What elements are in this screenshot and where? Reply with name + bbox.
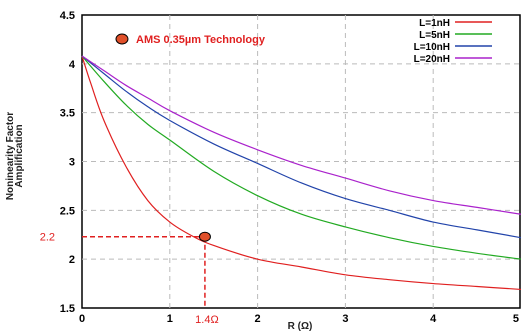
series-line-l-5nh [81,55,521,260]
legend-label: L=10nH [414,42,450,53]
x-tick-label: 3 [342,313,348,325]
y-axis-title-line2: Amplification [14,124,25,187]
y-tick-label: 4.5 [60,10,75,22]
y-tick-label: 3.5 [60,108,75,120]
x-tick-label: 1 [167,313,173,325]
x-tick-label: 4 [430,313,437,325]
y-tick-label: 4 [69,59,76,71]
annotation: 1.4Ω 2.2 [40,231,219,326]
annotation-y-label: 2.2 [40,232,55,244]
legend-label: L=5nH [419,30,450,41]
y-tick-label: 2.5 [60,205,75,217]
y-tick-labels: 1.5 2 2.5 3 3.5 4 4.5 [60,10,76,315]
chart-title: AMS 0.35µm Technology [136,34,266,46]
series-line-l-20nh [81,55,521,215]
x-tick-labels: 0 1 2 3 4 5 [79,313,519,325]
annotation-point [198,231,211,242]
series-line-l-10nh [81,55,521,239]
x-tick-label: 2 [255,313,261,325]
y-tick-label: 1.5 [60,303,75,315]
x-tick-label: 5 [513,313,519,325]
series-group [81,55,521,291]
x-tick-label: 0 [79,313,85,325]
title-marker [115,33,129,45]
x-axis-title: R (Ω) [288,321,313,331]
y-axis-title-line1: Noninearity Factor [5,112,16,200]
series-line-l-1nh [81,55,521,291]
annotation-x-label: 1.4Ω [195,314,219,326]
legend-label: L=20nH [414,54,450,65]
y-tick-label: 3 [69,157,75,169]
y-tick-label: 2 [69,254,75,266]
legend-label: L=1nH [419,18,450,29]
